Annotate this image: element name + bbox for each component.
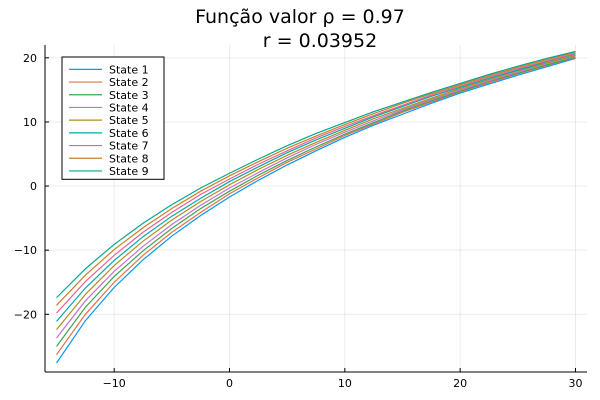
x-tick-label: 10 (338, 377, 352, 390)
title-line-2: r = 0.03952 (263, 30, 377, 52)
legend-label: State 4 (109, 101, 149, 114)
y-tick-label: 0 (30, 180, 37, 193)
y-tick-label: 10 (23, 116, 37, 129)
axes: −10 0 10 20 30 −20 −10 0 10 20 (14, 45, 587, 390)
series-line-state-9 (56, 50, 576, 299)
y-tick-label: 20 (23, 52, 37, 65)
series-lines (56, 50, 576, 364)
legend-label: State 6 (109, 127, 149, 140)
series-line-state-8 (56, 51, 576, 306)
legend-label: State 1 (109, 63, 149, 76)
legend-label: State 7 (109, 140, 149, 153)
x-tick-label: 20 (453, 377, 467, 390)
legend-label: State 2 (109, 76, 149, 89)
x-tick-label: −10 (103, 377, 126, 390)
legend-box (61, 56, 165, 180)
y-tick-label: −20 (14, 308, 37, 321)
x-tick-label: 0 (226, 377, 233, 390)
series-line-state-6 (56, 53, 576, 322)
grid (45, 45, 587, 372)
y-tick-label: −10 (14, 244, 37, 257)
legend-label: State 8 (109, 152, 149, 165)
x-tick-label: 30 (568, 377, 582, 390)
series-line-state-3 (56, 56, 576, 347)
series-line-state-4 (56, 55, 576, 339)
series-line-state-1 (56, 57, 576, 364)
legend-label: State 3 (109, 89, 149, 102)
series-line-state-7 (56, 52, 576, 314)
legend-label: State 9 (109, 165, 149, 178)
series-line-state-2 (56, 57, 576, 356)
series-line-state-5 (56, 54, 576, 331)
chart-title: Função valor ρ = 0.97 r = 0.03952 (195, 6, 405, 52)
legend-label: State 5 (109, 114, 149, 127)
title-line-1: Função valor ρ = 0.97 (195, 6, 405, 28)
